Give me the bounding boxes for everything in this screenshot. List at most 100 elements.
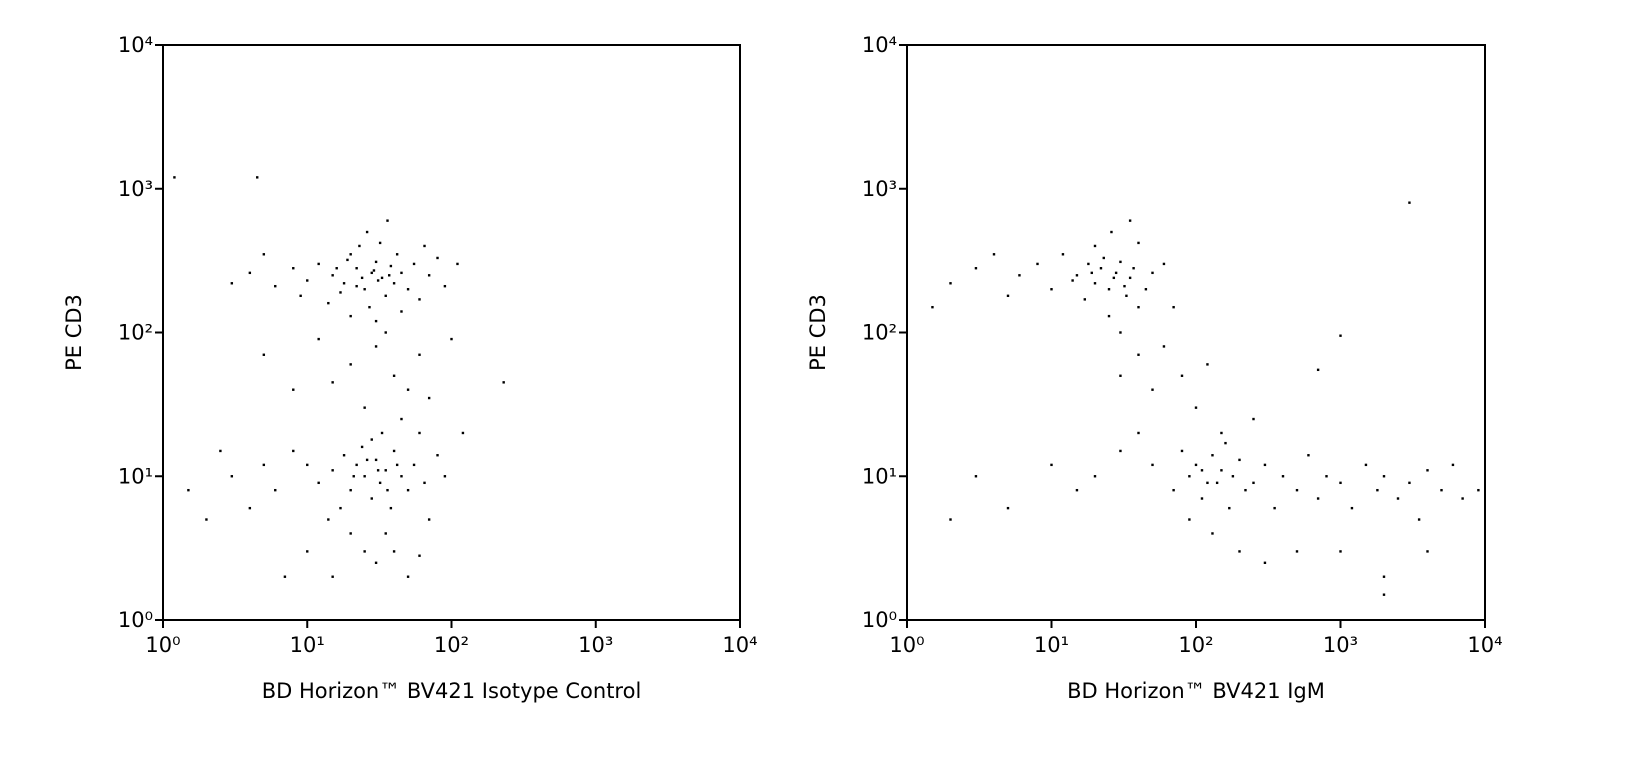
event-dot [1188, 518, 1191, 521]
event-dot [1238, 458, 1241, 462]
event-dot [1206, 481, 1209, 485]
event-dot [1339, 481, 1342, 485]
event-dot [1194, 463, 1198, 467]
x-tick-label: 10⁴ [1467, 633, 1502, 657]
y-tick-label: 10¹ [862, 464, 897, 488]
event-dot [423, 481, 426, 485]
event-dot [1128, 219, 1132, 222]
event-dot [1350, 506, 1354, 510]
event-dot [1112, 276, 1116, 280]
event-dot [1220, 431, 1223, 435]
event-dot [248, 506, 252, 510]
event-dot [1339, 550, 1342, 553]
event-dot [1006, 294, 1010, 298]
event-dot [1188, 475, 1191, 478]
y-tick-label: 10⁴ [118, 33, 153, 57]
event-dot [349, 314, 352, 318]
y-axis-label: PE CD3 [806, 294, 830, 371]
event-dot [1295, 550, 1299, 553]
event-dot [1325, 475, 1328, 478]
event-dot [461, 431, 465, 435]
event-dot [427, 396, 431, 400]
y-tick-label: 10⁰ [118, 608, 153, 632]
event-dot [374, 561, 378, 564]
event-dot [355, 463, 358, 467]
x-tick-label: 10³ [1323, 633, 1358, 657]
event-dot [1211, 532, 1214, 535]
event-dot [374, 345, 378, 348]
event-dot [349, 488, 352, 492]
event-dot [1206, 363, 1209, 366]
event-dot [1417, 518, 1421, 521]
event-dot [370, 271, 373, 275]
event-dot [427, 518, 431, 521]
event-dot [392, 282, 396, 285]
event-dot [1194, 406, 1198, 409]
x-axis-label: BD Horizon™ BV421 Isotype Control [262, 679, 642, 703]
y-tick-label: 10⁴ [862, 33, 897, 57]
event-dot [274, 284, 277, 288]
event-dot [1180, 374, 1184, 377]
event-dot [360, 445, 364, 449]
event-dot [1006, 506, 1010, 510]
event-dot [1426, 469, 1429, 472]
event-dot [306, 550, 309, 553]
event-dot [1238, 550, 1241, 553]
event-dot [1107, 288, 1111, 291]
x-tick-label: 10¹ [290, 633, 325, 657]
event-dot [331, 381, 334, 384]
event-dot [331, 274, 334, 277]
event-dot [392, 374, 396, 377]
event-dot [949, 518, 952, 521]
y-tick-label: 10² [118, 321, 153, 345]
event-dot [262, 463, 266, 467]
event-dot [1263, 463, 1267, 467]
event-dot [1220, 469, 1223, 472]
event-dot [1137, 353, 1140, 356]
event-dot [374, 458, 378, 462]
x-tick-label: 10² [434, 633, 469, 657]
event-dot [992, 253, 996, 256]
event-dot [370, 497, 373, 500]
event-dot [372, 269, 376, 272]
event-dot [355, 267, 358, 270]
event-dot [427, 274, 431, 277]
event-dot [370, 438, 373, 441]
x-tick-label: 10⁴ [722, 633, 757, 657]
event-dot [450, 337, 453, 341]
event-dot [412, 262, 416, 266]
event-dot [1252, 417, 1255, 421]
event-dot [1252, 481, 1255, 485]
event-dot [358, 244, 361, 248]
event-dot [292, 449, 295, 453]
event-dot [1382, 593, 1386, 596]
event-dot [363, 406, 366, 409]
y-tick-label: 10³ [862, 177, 897, 201]
event-dot [456, 262, 459, 266]
x-tick-label: 10³ [578, 633, 613, 657]
event-dot [1451, 463, 1455, 467]
event-dot [306, 279, 309, 282]
event-dot [400, 475, 403, 478]
event-dot [1050, 288, 1053, 291]
event-dot [1440, 488, 1443, 492]
event-dot [400, 271, 403, 275]
event-dot [418, 353, 421, 356]
event-dot [384, 331, 387, 334]
event-dot [1018, 274, 1021, 277]
event-dot [1151, 463, 1154, 467]
event-dot [1151, 271, 1154, 275]
event-dot [1396, 497, 1400, 500]
event-dot [349, 363, 352, 366]
x-tick-label: 10² [1178, 633, 1213, 657]
event-dot [1228, 506, 1231, 510]
event-dot [1119, 260, 1122, 264]
event-dot [1151, 388, 1154, 391]
event-dot [389, 264, 393, 268]
x-tick-label: 10⁰ [889, 633, 924, 657]
event-dot [1107, 314, 1111, 318]
event-dot [384, 532, 387, 535]
event-dot [342, 454, 346, 457]
event-dot [1224, 441, 1227, 445]
